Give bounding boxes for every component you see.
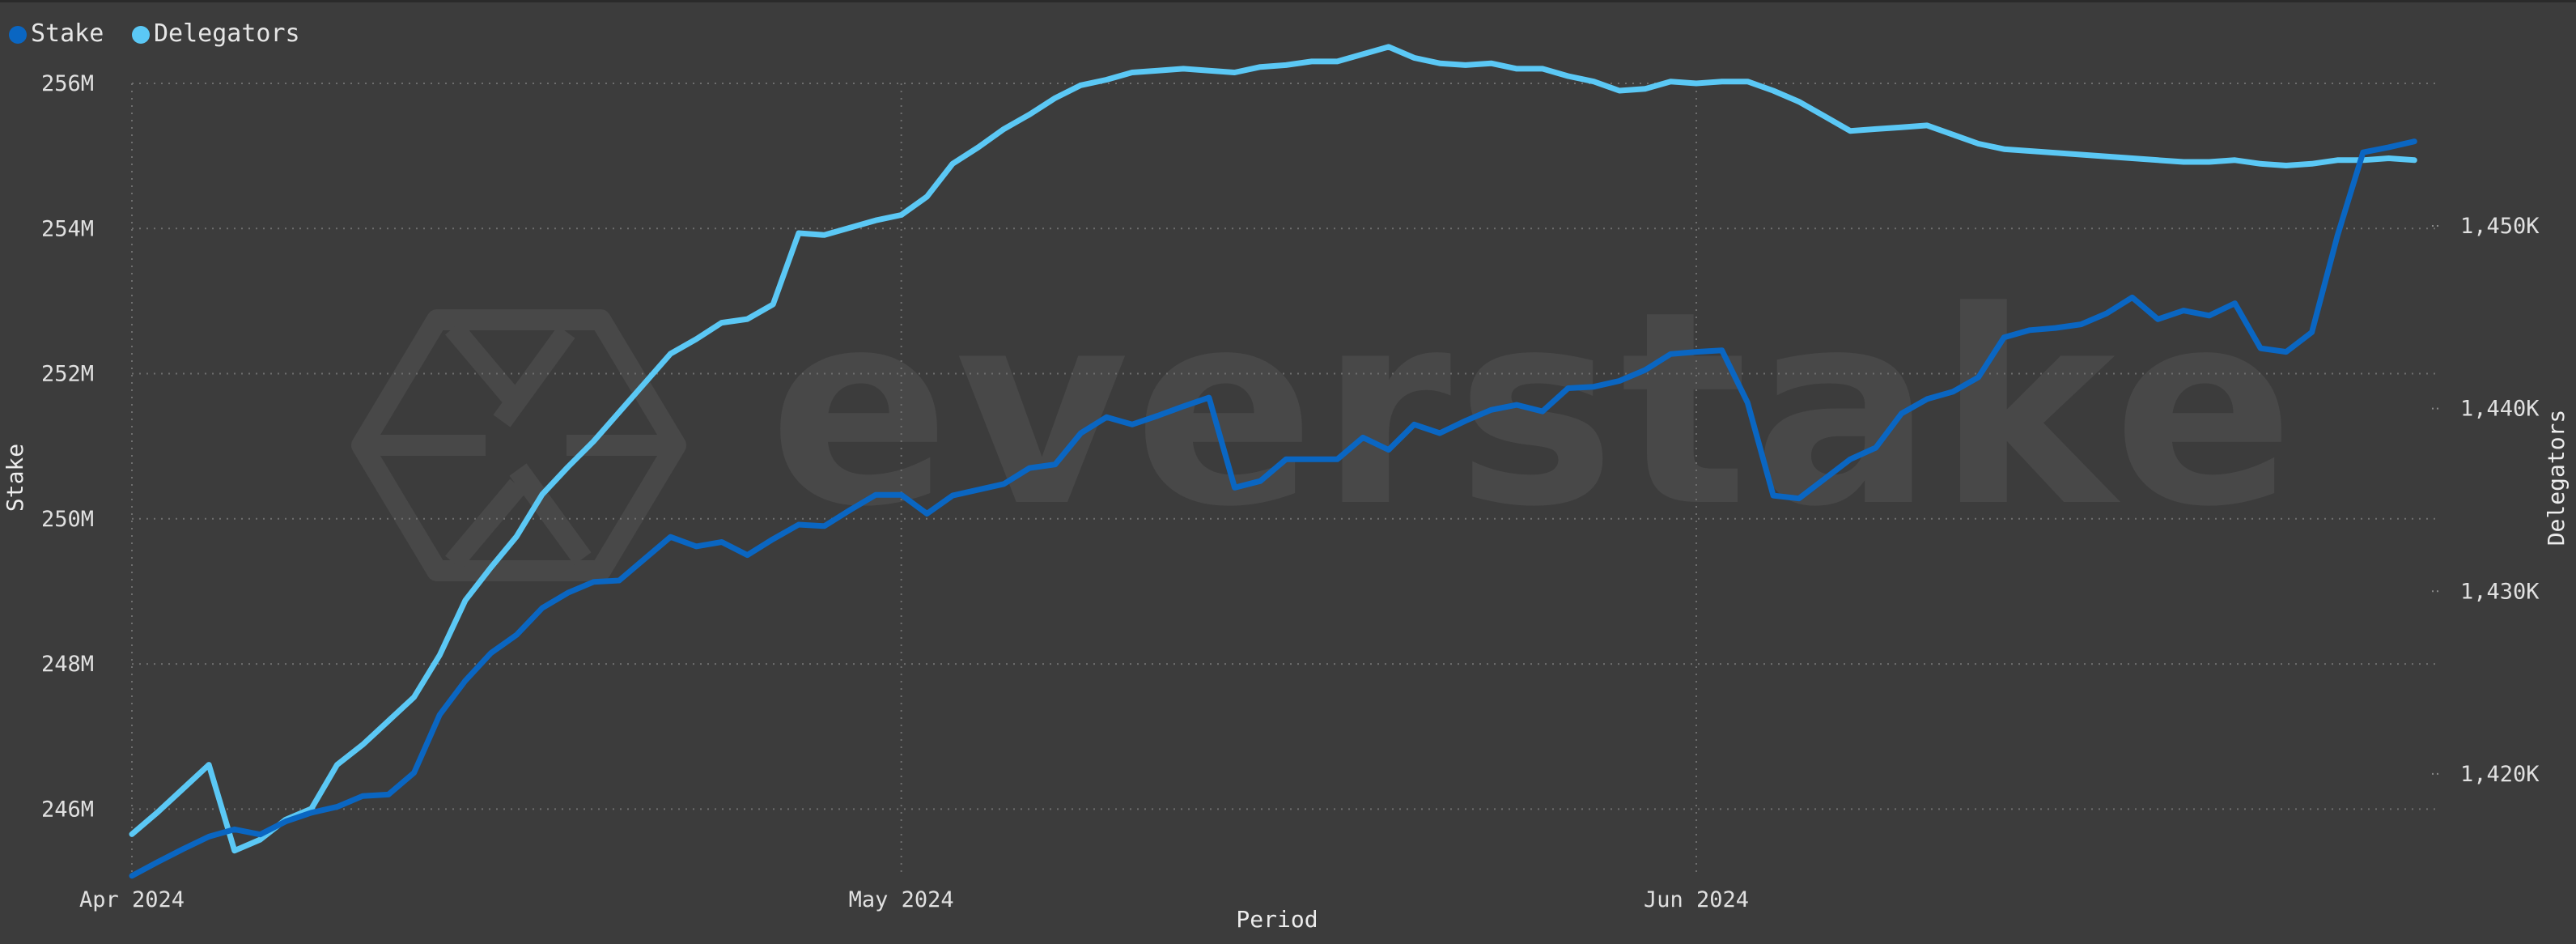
y-tick-label: 252M: [41, 362, 94, 387]
y-tick-label: 256M: [41, 71, 94, 96]
legend-item-delegators[interactable]: Delegators: [132, 19, 300, 48]
series-line-stake[interactable]: [129, 138, 2417, 879]
y2-tick-label: 1,420K: [2460, 762, 2540, 787]
everstake-logo-icon: [351, 309, 686, 581]
y-tick-label: 254M: [41, 216, 94, 241]
legend: Stake Delegators: [9, 19, 300, 48]
x-tick-label: Jun 2024: [1644, 887, 1749, 912]
y2-axis-title: Delegators: [2543, 410, 2570, 546]
legend-swatch-delegators: [132, 26, 150, 44]
y-axis-title: Stake: [2, 444, 28, 512]
legend-item-stake[interactable]: Stake: [9, 19, 104, 48]
legend-label-delegators: Delegators: [154, 19, 300, 48]
x-axis-ticks: Apr 2024 May 2024 Jun 2024: [79, 887, 1749, 912]
legend-swatch-stake: [9, 26, 27, 44]
y-tick-label: 248M: [41, 652, 94, 677]
y2-tick-label: 1,450K: [2460, 214, 2540, 239]
legend-label-stake: Stake: [31, 19, 104, 48]
series-line-delegators[interactable]: [129, 44, 2417, 854]
right-axis-ticks: 1,420K 1,430K 1,440K 1,450K: [2432, 214, 2540, 787]
series-layer: [129, 44, 2417, 879]
x-axis-title: Period: [1236, 906, 1318, 933]
left-axis-ticks: 246M 248M 250M 252M 254M 256M: [41, 71, 94, 822]
y2-tick-label: 1,430K: [2460, 579, 2540, 604]
y-tick-label: 250M: [41, 507, 94, 532]
y2-tick-label: 1,440K: [2460, 397, 2540, 422]
x-tick-label: May 2024: [849, 887, 954, 912]
x-tick-label: Apr 2024: [79, 887, 185, 912]
y-tick-label: 246M: [41, 797, 94, 822]
